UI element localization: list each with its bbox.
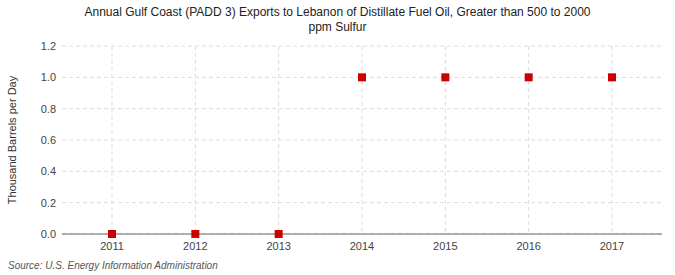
y-tick-label: 1.0 [41, 71, 56, 83]
title: Annual Gulf Coast (PADD 3) Exports to Le… [84, 5, 590, 34]
point [275, 230, 283, 238]
point [108, 230, 116, 238]
y-tick-label: 0.8 [41, 103, 56, 115]
points [108, 73, 616, 238]
y-tick-label: 0.6 [41, 134, 56, 146]
point [608, 73, 616, 81]
source: Source: U.S. Energy Information Administ… [8, 260, 218, 271]
point [525, 73, 533, 81]
x-grid-line [195, 46, 196, 234]
point [441, 73, 449, 81]
point [358, 73, 366, 81]
y-tick-label: 0.4 [41, 165, 56, 177]
y-tick-label: 1.2 [41, 40, 56, 52]
x-tick-label: 2014 [350, 240, 374, 252]
y-grid-line [62, 171, 662, 172]
y-tick-label: 0.0 [41, 228, 56, 240]
y-tick-label: 0.2 [41, 197, 56, 209]
x-tick-label: 2013 [266, 240, 290, 252]
x-grid-line [278, 46, 279, 234]
title-line: ppm Sulfur [308, 20, 366, 34]
x-tick-label: 2016 [516, 240, 540, 252]
x-grid-line [112, 46, 113, 234]
x-tick-label: 2015 [433, 240, 457, 252]
title-line: Annual Gulf Coast (PADD 3) Exports to Le… [84, 5, 590, 19]
y-grid-line [62, 234, 662, 235]
y-axis-label: Thousand Barrels per Day [6, 75, 18, 204]
x-tick-label: 2012 [183, 240, 207, 252]
x-tick-label: 2011 [100, 240, 124, 252]
x-axis-line [62, 234, 662, 235]
chart: Annual Gulf Coast (PADD 3) Exports to Le… [0, 0, 675, 275]
point [191, 230, 199, 238]
plot-area [62, 46, 662, 234]
x-tick-label: 2017 [600, 240, 624, 252]
